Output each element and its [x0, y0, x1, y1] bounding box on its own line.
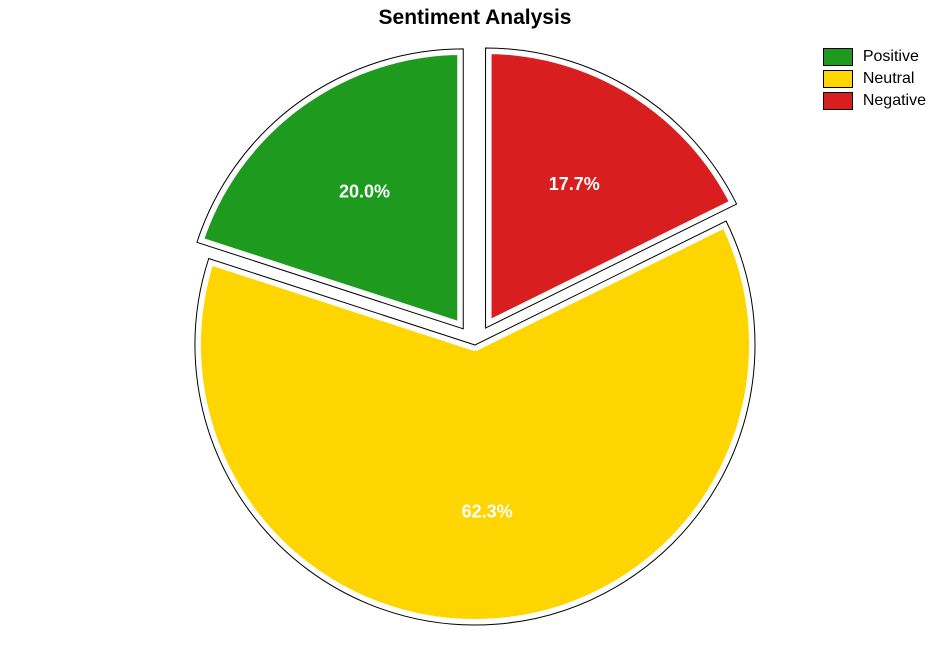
legend-swatch	[823, 92, 853, 110]
pie-chart-svg: 20.0% 62.3% 17.7%	[0, 0, 950, 662]
legend-label: Negative	[863, 92, 926, 110]
legend-swatch	[823, 70, 853, 88]
legend-item: Negative	[823, 92, 926, 110]
legend-swatch	[823, 48, 853, 66]
pie-slice-label: 62.3%	[462, 501, 513, 521]
pie-slice-label: 20.0%	[339, 182, 390, 202]
pie-slice-label: 17.7%	[549, 174, 600, 194]
legend: Positive Neutral Negative	[823, 48, 926, 114]
legend-item: Positive	[823, 48, 926, 66]
legend-label: Neutral	[863, 70, 915, 88]
legend-item: Neutral	[823, 70, 926, 88]
legend-label: Positive	[863, 48, 919, 66]
chart-container: Sentiment Analysis 20.0%62.3%17.7% Posit…	[0, 0, 950, 662]
